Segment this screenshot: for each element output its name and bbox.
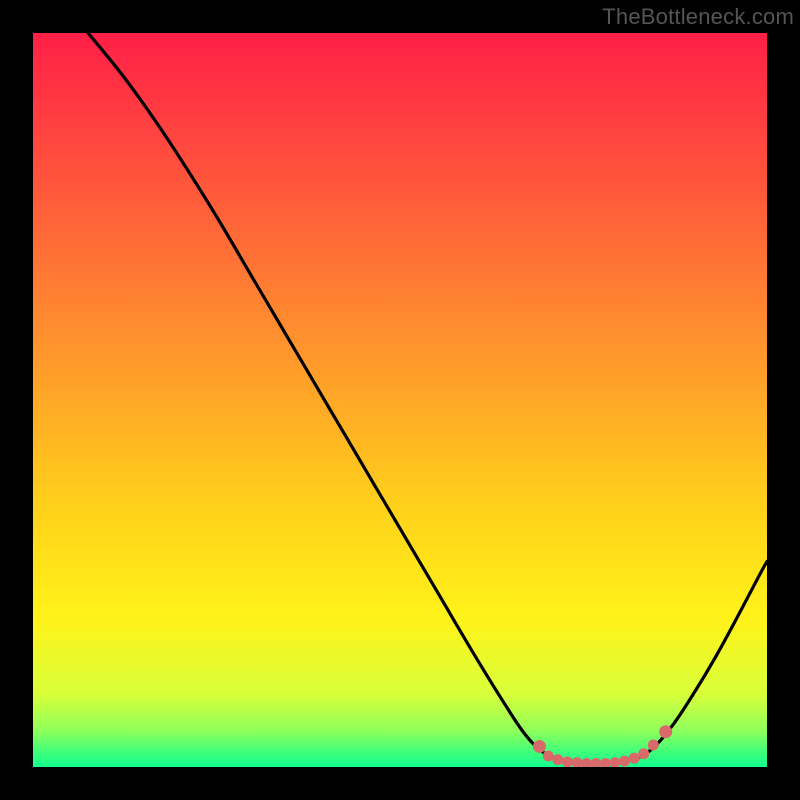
- plot-svg: [33, 33, 767, 767]
- trough-marker: [572, 758, 582, 767]
- trough-marker: [553, 755, 563, 765]
- chart-canvas: TheBottleneck.com: [0, 0, 800, 800]
- trough-marker: [543, 751, 553, 761]
- trough-marker: [601, 758, 611, 767]
- trough-marker: [591, 758, 601, 767]
- trough-marker: [620, 756, 630, 766]
- gradient-background: [33, 33, 767, 767]
- plot-area: [33, 33, 767, 767]
- trough-marker: [629, 753, 639, 763]
- trough-marker: [660, 726, 672, 738]
- trough-marker: [610, 758, 620, 767]
- trough-marker: [581, 758, 591, 767]
- trough-marker: [639, 749, 649, 759]
- watermark-text: TheBottleneck.com: [602, 4, 794, 30]
- trough-marker: [648, 740, 658, 750]
- trough-marker: [562, 757, 572, 767]
- trough-marker: [533, 740, 545, 752]
